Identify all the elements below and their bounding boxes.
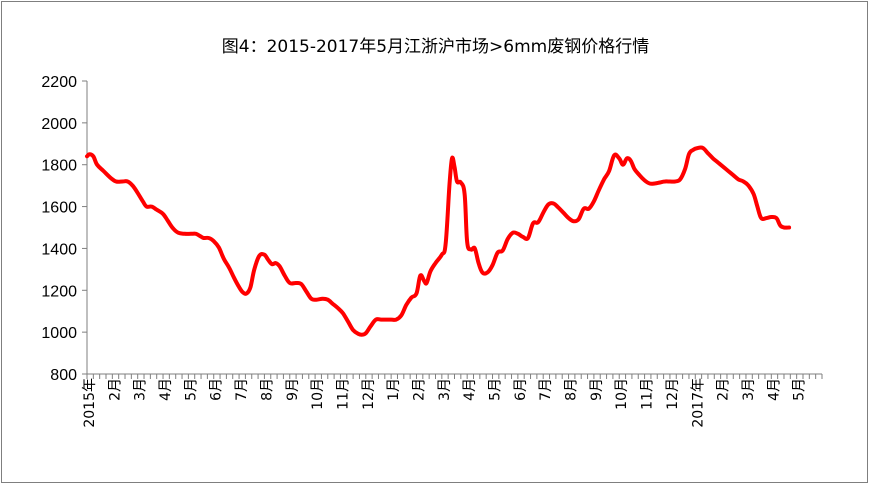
x-tick-label: 3月 (437, 378, 453, 401)
x-tick-label: 4月 (462, 378, 478, 401)
x-tick-label: 4月 (158, 378, 174, 401)
y-tick-label: 1400 (41, 241, 77, 258)
x-tick-label: 2月 (411, 378, 427, 401)
x-tick-label: 12月 (361, 378, 377, 410)
x-tick-label: 10月 (614, 378, 630, 410)
x-tick-label: 6月 (513, 378, 529, 401)
y-tick-label: 1800 (41, 158, 77, 175)
x-tick-label: 9月 (589, 378, 605, 401)
x-tick-label: 8月 (259, 378, 275, 401)
y-tick-label: 2200 (41, 74, 77, 91)
x-tick-label: 4月 (766, 378, 782, 401)
x-tick-label: 6月 (209, 378, 225, 401)
x-tick-label: 11月 (335, 378, 351, 410)
x-tick-label: 1月 (386, 378, 402, 401)
x-tick-label: 2月 (107, 378, 123, 401)
x-tick-label: 5月 (183, 378, 199, 401)
x-tick-label: 2017年 (690, 378, 706, 428)
x-tick-label: 7月 (538, 378, 554, 401)
y-tick-label: 1200 (41, 283, 77, 300)
x-tick-label: 8月 (564, 378, 580, 401)
y-tick-label: 1600 (41, 200, 77, 217)
x-tick-label: 12月 (665, 378, 681, 410)
x-tick-label: 10月 (310, 378, 326, 410)
x-tick-label: 2月 (716, 378, 732, 401)
x-tick-label: 5月 (792, 378, 808, 401)
series-group (85, 145, 792, 337)
y-tick-label: 1000 (41, 325, 77, 342)
x-tick-label: 3月 (133, 378, 149, 401)
y-axis: 800 1000 1200 1400 1600 1800 2000 2200 (41, 74, 88, 384)
x-tick-label: 11月 (640, 378, 656, 410)
x-tick-label: 5月 (488, 378, 504, 401)
y-tick-label: 2000 (41, 116, 77, 133)
chart-title: 图4：2015-2017年5月江浙沪市场>6mm废钢价格行情 (221, 37, 650, 57)
y-tick-label: 800 (50, 367, 77, 384)
x-tick-label: 9月 (285, 378, 301, 401)
x-tick-label: 3月 (741, 378, 757, 401)
x-tick-label: 2015年 (82, 378, 98, 428)
x-axis: 2015年 2月 3月 4月 5月 6月 7月 8月 9月 10月 11月 12月 1月 2月 3月 4月 5月… (82, 373, 823, 428)
x-tick-label: 7月 (234, 378, 250, 401)
series-line (85, 145, 792, 337)
